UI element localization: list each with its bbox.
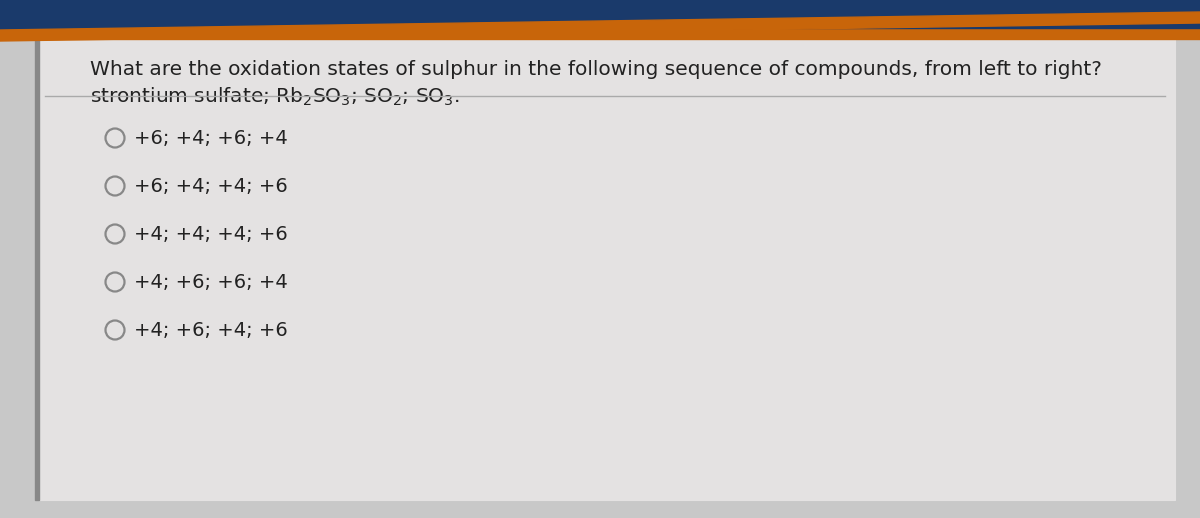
Text: strontium sulfate; Rb$_2$SO$_3$; SO$_2$; SO$_3$.: strontium sulfate; Rb$_2$SO$_3$; SO$_2$;… [90, 86, 460, 108]
Text: What are the oxidation states of sulphur in the following sequence of compounds,: What are the oxidation states of sulphur… [90, 60, 1102, 79]
Polygon shape [0, 0, 1200, 28]
Bar [35, 38, 38, 500]
Text: +4; +6; +4; +6: +4; +6; +4; +6 [134, 321, 288, 339]
Text: +6; +4; +6; +4: +6; +4; +6; +4 [134, 128, 288, 148]
Text: +6; +4; +4; +6: +6; +4; +4; +6 [134, 177, 288, 195]
Polygon shape [0, 12, 1200, 30]
Bar [35, 38, 1175, 500]
Bar [0, 28, 1200, 39]
Text: +4; +4; +4; +6: +4; +4; +4; +6 [134, 224, 288, 243]
Text: +4; +6; +6; +4: +4; +6; +6; +4 [134, 272, 288, 292]
Bar [0, 0, 1200, 28]
Polygon shape [0, 12, 1200, 41]
